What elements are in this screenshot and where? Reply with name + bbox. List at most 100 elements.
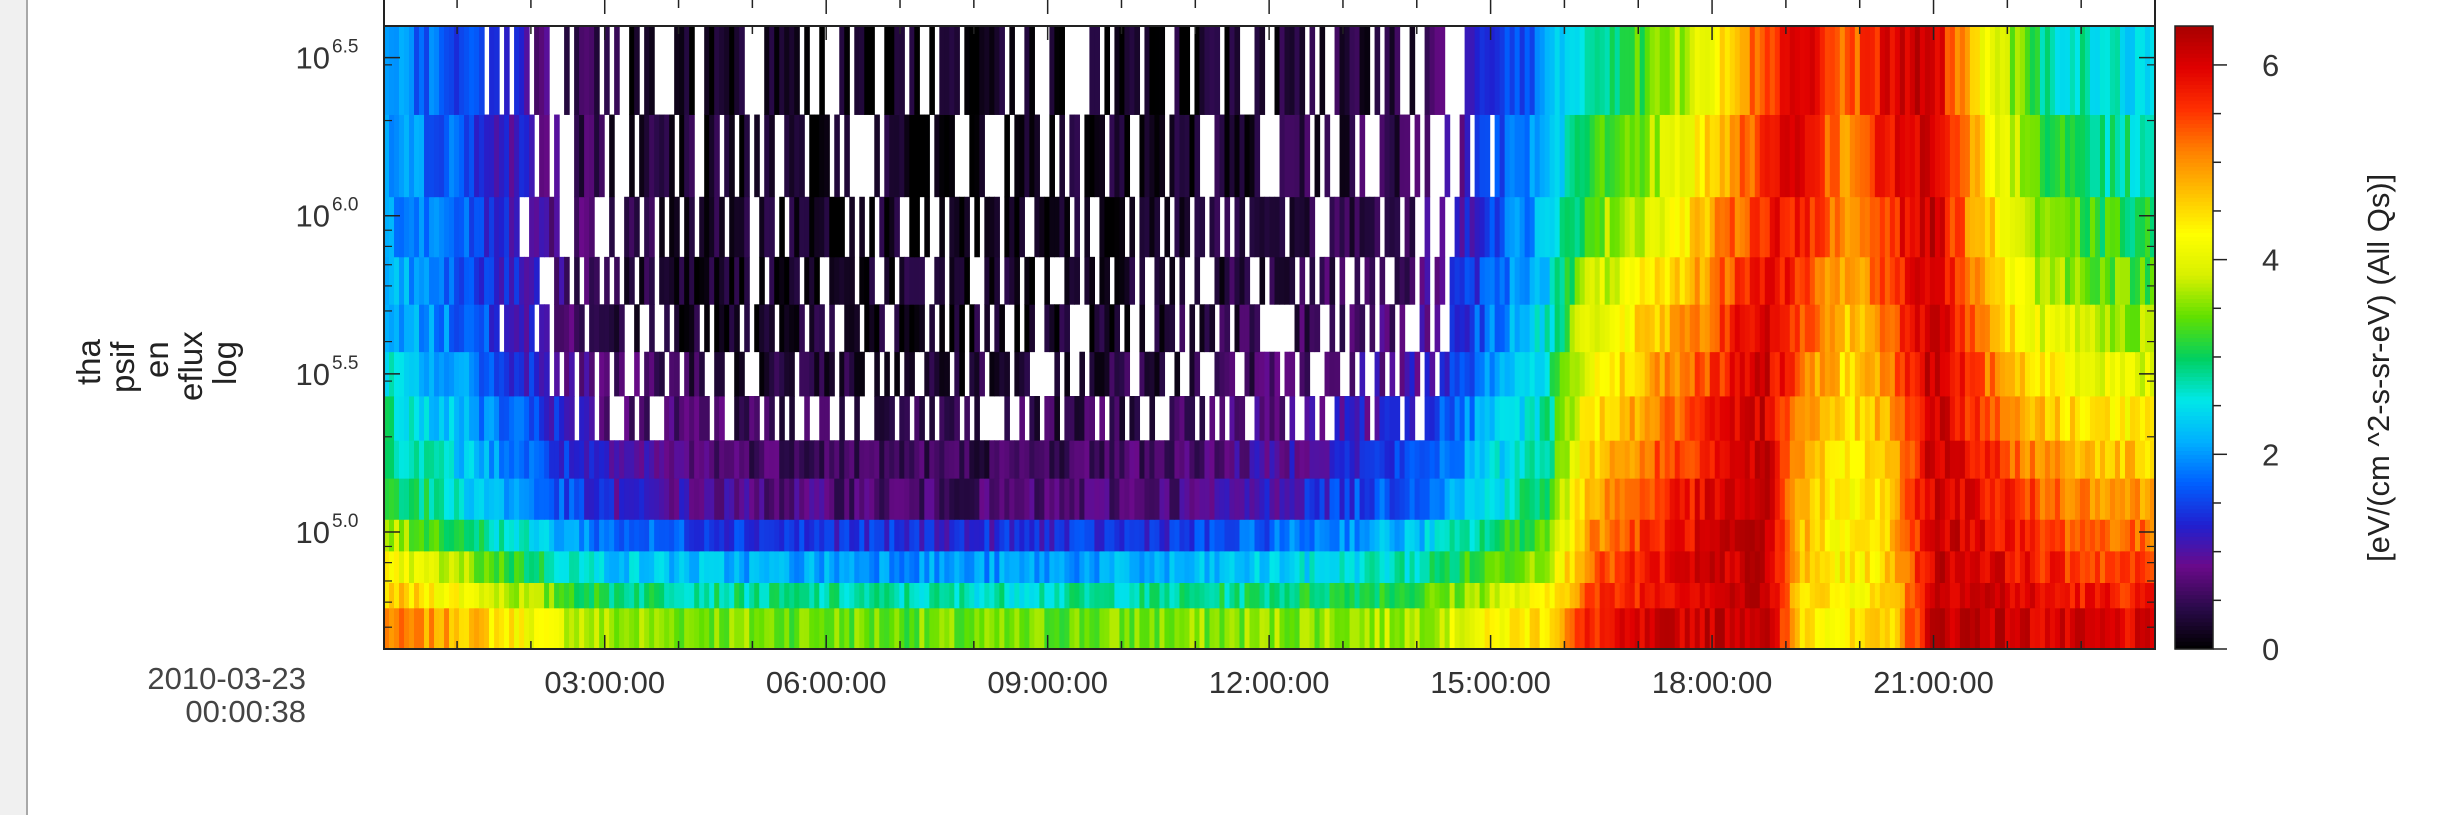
- spectrogram-cell: [2019, 519, 2026, 552]
- spectrogram-cell: [1109, 114, 1116, 198]
- spectrogram-cell: [1869, 519, 1876, 552]
- spectrogram-cell: [1224, 26, 1231, 115]
- spectrogram-cell: [389, 440, 395, 479]
- spectrogram-cell: [1569, 196, 1576, 258]
- spectrogram-cell: [514, 351, 520, 397]
- spectrogram-cell: [1629, 26, 1636, 115]
- spectrogram-cell: [569, 396, 575, 441]
- colorbar-segment: [2175, 395, 2213, 401]
- spectrogram-cell: [1534, 256, 1541, 305]
- spectrogram-cell: [519, 440, 525, 479]
- spectrogram-cell: [1739, 26, 1746, 115]
- spectrogram-cell: [1839, 478, 1846, 520]
- colorbar-segment: [2175, 333, 2213, 339]
- spectrogram-cell: [1254, 351, 1261, 397]
- spectrogram-cell: [1419, 440, 1426, 479]
- spectrogram-cell: [2109, 396, 2116, 441]
- energy-band-11: [384, 114, 2156, 198]
- spectrogram-cell: [409, 256, 415, 305]
- spectrogram-cell: [534, 519, 540, 552]
- spectrogram-cell: [644, 519, 650, 552]
- spectrogram-cell: [689, 440, 695, 479]
- colorbar-segment: [2175, 325, 2213, 331]
- spectrogram-cell: [1604, 196, 1611, 258]
- colorbar-segment: [2175, 72, 2213, 78]
- spectrogram-cell: [1964, 351, 1971, 397]
- spectrogram-cell: [1679, 550, 1686, 583]
- spectrogram-cell: [744, 519, 750, 552]
- spectrogram-cell: [1809, 550, 1816, 583]
- spectrogram-cell: [2004, 351, 2011, 397]
- spectrogram-cell: [439, 304, 445, 353]
- spectrogram-cell: [684, 607, 690, 650]
- spectrogram-cell: [844, 114, 850, 198]
- spectrogram-cell: [969, 582, 975, 609]
- spectrogram-cell: [2124, 196, 2131, 258]
- colorbar-segment: [2175, 571, 2213, 576]
- spectrogram-cell: [1134, 478, 1141, 520]
- spectrogram-cell: [2144, 196, 2151, 258]
- spectrogram-cell: [1124, 478, 1131, 520]
- spectrogram-cell: [1899, 440, 1906, 479]
- spectrogram-cell: [544, 304, 550, 353]
- spectrogram-cell: [1949, 351, 1956, 397]
- spectrogram-cell: [2109, 196, 2116, 258]
- spectrogram-cell: [794, 304, 800, 353]
- spectrogram-cell: [914, 607, 920, 650]
- spectrogram-cell: [959, 607, 965, 650]
- energy-band-0: [384, 607, 2156, 650]
- spectrogram-cell: [1664, 26, 1671, 115]
- spectrogram-cell: [699, 607, 705, 650]
- spectrogram-cell: [1029, 478, 1035, 520]
- spectrogram-cell: [1159, 304, 1166, 353]
- spectrogram-cell: [1334, 582, 1341, 609]
- spectrogram-cell: [1304, 304, 1311, 353]
- spectrogram-cell: [2079, 351, 2086, 397]
- spectrogram-cell: [1754, 607, 1761, 650]
- spectrogram-cell: [1934, 26, 1941, 115]
- spectrogram-cell: [1744, 607, 1751, 650]
- spectrogram-cell: [2089, 351, 2096, 397]
- spectrogram-cell: [1729, 550, 1736, 583]
- spectrogram-cell: [2144, 440, 2151, 479]
- spectrogram-cell: [1409, 478, 1416, 520]
- spectrogram-cell: [844, 440, 850, 479]
- spectrogram-cell: [1314, 519, 1321, 552]
- spectrogram-cell: [1989, 440, 1996, 479]
- spectrogram-cell: [1569, 114, 1576, 198]
- spectrogram-cell: [599, 396, 605, 441]
- spectrogram-cell: [1154, 351, 1161, 397]
- spectrogram-cell: [1029, 26, 1035, 115]
- spectrogram-cell: [479, 396, 485, 441]
- spectrogram-cell: [1929, 550, 1936, 583]
- spectrogram-cell: [1159, 582, 1166, 609]
- colorbar-segment: [2175, 216, 2213, 222]
- spectrogram-cell: [2029, 440, 2036, 479]
- spectrogram-cell: [1999, 519, 2006, 552]
- spectrogram-cell: [1324, 607, 1331, 650]
- spectrogram-cell: [1954, 607, 1961, 650]
- spectrogram-cell: [1609, 550, 1616, 583]
- spectrogram-cell: [784, 440, 790, 479]
- spectrogram-cell: [1044, 478, 1050, 520]
- spectrogram-cell: [1659, 550, 1666, 583]
- spectrogram-cell: [1734, 114, 1741, 198]
- spectrogram-cell: [644, 478, 650, 520]
- spectrogram-cell: [649, 196, 655, 258]
- spectrogram-cell: [1424, 607, 1431, 650]
- colorbar-segment: [2175, 356, 2213, 362]
- spectrogram-cell: [2124, 256, 2131, 305]
- spectrogram-cell: [404, 114, 410, 198]
- spectrogram-cell: [1684, 582, 1691, 609]
- spectrogram-cell: [1874, 256, 1881, 305]
- spectrogram-cell: [1144, 196, 1151, 258]
- spectrogram-cell: [664, 396, 670, 441]
- spectrogram-cell: [609, 519, 615, 552]
- spectrogram-cell: [1629, 396, 1636, 441]
- spectrogram-cell: [584, 114, 590, 198]
- spectrogram-cell: [1634, 196, 1641, 258]
- spectrogram-cell: [404, 582, 410, 609]
- spectrogram-cell: [669, 396, 675, 441]
- spectrogram-cell: [1639, 114, 1646, 198]
- spectrogram-cell: [1414, 519, 1421, 552]
